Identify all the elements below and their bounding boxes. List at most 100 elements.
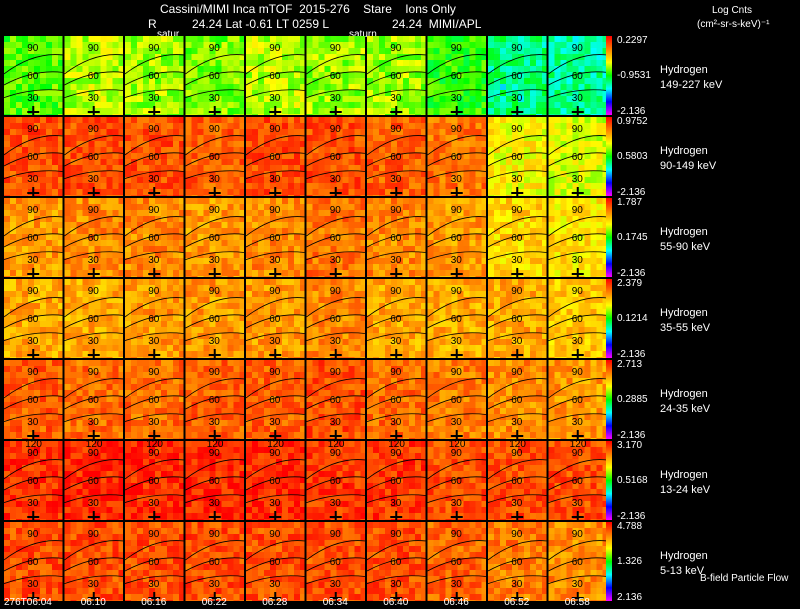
contour-label: 30: [27, 173, 39, 185]
heatmap-cell: [487, 198, 547, 278]
contour-label: 120: [146, 439, 163, 450]
contour-label: 90: [511, 123, 523, 135]
heatmap-cell: [185, 360, 245, 440]
contour-label: 60: [87, 313, 99, 325]
heatmap-cell: [366, 36, 426, 116]
heatmap-cell: [548, 441, 608, 521]
contour-label: 60: [329, 475, 341, 487]
contour-label: 90: [208, 528, 220, 540]
heatmap-cell: [3, 198, 63, 278]
contour-label: 90: [208, 447, 220, 459]
contour-label: 60: [148, 394, 160, 406]
contour-label: 30: [450, 497, 462, 509]
contour-label: 60: [148, 70, 160, 82]
contour-label: 90: [148, 42, 160, 54]
contour-label: 90: [87, 528, 99, 540]
contour-label: 90: [27, 123, 39, 135]
time-tick-label: 06:52: [504, 597, 530, 608]
contour-label: 30: [87, 173, 99, 185]
contour-label: 60: [571, 232, 583, 244]
contour-label: 30: [208, 92, 220, 104]
heatmap-cell: [124, 441, 184, 521]
contour-label: 90: [571, 528, 583, 540]
contour-label: 90: [450, 123, 462, 135]
time-tick-label: 06:16: [141, 597, 167, 608]
heatmap-cell: [3, 522, 63, 602]
colorbar-min-label: -2.136: [617, 349, 646, 360]
contour-label: 60: [148, 313, 160, 325]
contour-label: 60: [27, 70, 39, 82]
contour-label: 90: [27, 42, 39, 54]
contour-label: 60: [511, 70, 523, 82]
contour-label: 30: [208, 335, 220, 347]
heatmap-cell: [306, 117, 366, 197]
species-label: Hydrogen: [660, 307, 708, 319]
contour-label: 90: [511, 204, 523, 216]
contour-label: 60: [571, 151, 583, 163]
colorbar-max-label: 3.170: [617, 440, 643, 451]
energy-label: 35-55 keV: [660, 322, 711, 334]
contour-label: 30: [329, 173, 341, 185]
heatmap-cell: [3, 36, 63, 116]
contour-label: 90: [450, 42, 462, 54]
contour-label: 90: [390, 366, 402, 378]
heatmap-cell: [64, 117, 124, 197]
colorbar-min-label: 2.136: [617, 592, 643, 603]
plot-title: Cassini/MIMI Inca mTOF 2015-276 Stare Io…: [160, 2, 456, 16]
contour-label: 60: [27, 313, 39, 325]
contour-label: 30: [571, 254, 583, 266]
contour-label: 90: [87, 204, 99, 216]
contour-label: 30: [329, 578, 341, 590]
contour-label: 60: [329, 151, 341, 163]
heatmap-cell: [427, 117, 487, 197]
heatmap-cell: [548, 198, 608, 278]
contour-label: 60: [511, 151, 523, 163]
heatmap-cell: [548, 279, 608, 359]
contour-label: 90: [27, 366, 39, 378]
contour-label: 60: [269, 556, 281, 568]
contour-label: 90: [148, 123, 160, 135]
heatmap-cell: [427, 441, 487, 521]
contour-label: 30: [148, 335, 160, 347]
heatmap-cell: [64, 522, 124, 602]
heatmap-cell: [487, 279, 547, 359]
contour-label: 30: [148, 173, 160, 185]
heatmap-cell: [366, 117, 426, 197]
contour-label: 60: [450, 232, 462, 244]
heatmap-cell: [427, 279, 487, 359]
colorbar-max-label: 4.788: [617, 521, 643, 532]
contour-label: 90: [87, 285, 99, 297]
contour-label: 30: [27, 497, 39, 509]
contour-label: 90: [148, 366, 160, 378]
contour-label: 90: [329, 285, 341, 297]
contour-label: 30: [27, 416, 39, 428]
contour-label: 30: [450, 335, 462, 347]
contour-label: 90: [571, 366, 583, 378]
contour-label: 30: [87, 497, 99, 509]
colorbar-max-label: 0.9752: [617, 116, 648, 127]
heatmap-cell: [185, 441, 245, 521]
contour-label: 30: [390, 92, 402, 104]
time-tick-label: 06:28: [262, 597, 288, 608]
contour-label: 60: [390, 313, 402, 325]
contour-label: 60: [511, 232, 523, 244]
contour-label: 90: [329, 123, 341, 135]
heatmap-cell: [548, 117, 608, 197]
heatmap-cell: [64, 198, 124, 278]
contour-label: 90: [450, 204, 462, 216]
contour-label: 90: [269, 123, 281, 135]
contour-label: 30: [269, 335, 281, 347]
contour-label: 30: [269, 416, 281, 428]
colorbar: [606, 198, 612, 277]
colorbar-mid-label: 0.1745: [617, 231, 648, 243]
heatmap-cell: [3, 117, 63, 197]
contour-label: 60: [87, 556, 99, 568]
energy-label: 13-24 keV: [660, 484, 711, 496]
contour-label: 30: [390, 497, 402, 509]
contour-label: 30: [87, 254, 99, 266]
contour-label: 30: [27, 92, 39, 104]
time-tick-label: 276T06:04: [4, 597, 52, 608]
contour-label: 90: [269, 447, 281, 459]
contour-label: 30: [269, 578, 281, 590]
contour-label: 90: [148, 204, 160, 216]
